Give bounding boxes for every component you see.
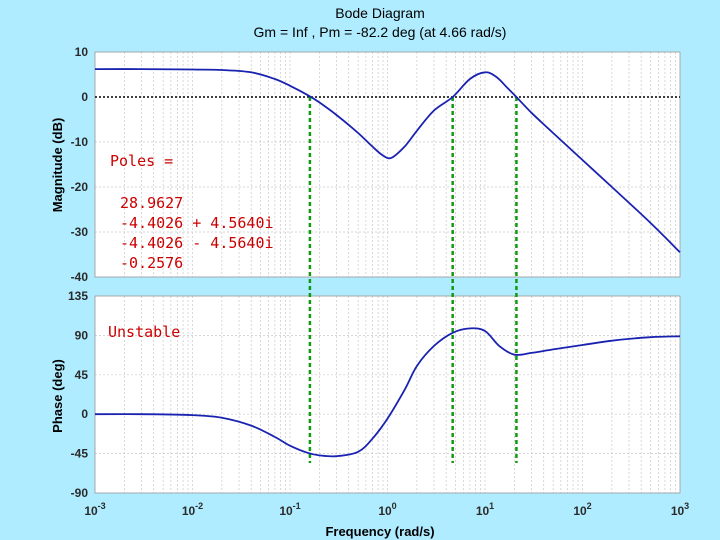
crossover-marker-layer bbox=[308, 97, 518, 463]
x-tick-label: 10-1 bbox=[279, 501, 300, 518]
chart-title: Bode Diagram bbox=[335, 5, 425, 21]
phase-y-tick-label: 90 bbox=[75, 328, 89, 342]
phase-y-tick-label: 0 bbox=[81, 407, 88, 421]
pole-value: -0.2576 bbox=[120, 254, 183, 272]
x-tick-label: 101 bbox=[476, 501, 494, 518]
x-tick-label: 10-2 bbox=[182, 501, 203, 518]
magnitude-y-tick-label: -10 bbox=[71, 135, 89, 149]
phase-curve bbox=[94, 327, 681, 458]
x-tick-label: 10-3 bbox=[84, 501, 105, 518]
pole-value: -4.4026 + 4.5640i bbox=[120, 214, 274, 232]
magnitude-y-tick-label: 0 bbox=[81, 90, 88, 104]
poles-label: Poles = bbox=[110, 152, 173, 170]
phase-y-tick-label: -45 bbox=[71, 447, 89, 461]
plot-frame bbox=[94, 295, 681, 494]
magnitude-y-tick-label: 10 bbox=[75, 45, 89, 59]
x-axis-label: Frequency (rad/s) bbox=[325, 524, 434, 539]
plot-frame bbox=[94, 51, 681, 278]
pole-value: -4.4026 - 4.5640i bbox=[120, 234, 274, 252]
phase-y-tick-label: -90 bbox=[71, 486, 89, 500]
x-tick-label: 100 bbox=[378, 501, 396, 518]
grid-layer bbox=[94, 51, 681, 494]
phase-axis-label: Phase (deg) bbox=[50, 359, 65, 433]
magnitude-y-tick-label: -40 bbox=[71, 270, 89, 284]
magnitude-curve bbox=[94, 68, 681, 253]
phase-y-tick-label: 135 bbox=[68, 289, 88, 303]
magnitude-y-tick-label: -20 bbox=[71, 180, 89, 194]
pole-value: 28.9627 bbox=[120, 194, 183, 212]
magnitude-axis-label: Magnitude (dB) bbox=[50, 118, 65, 213]
chart-subtitle: Gm = Inf , Pm = -82.2 deg (at 4.66 rad/s… bbox=[254, 24, 507, 40]
x-tick-label: 102 bbox=[573, 501, 591, 518]
magnitude-y-tick-label: -30 bbox=[71, 225, 89, 239]
stability-label: Unstable bbox=[108, 323, 180, 341]
curve-layer bbox=[94, 68, 681, 458]
phase-y-tick-label: 45 bbox=[75, 368, 89, 382]
x-tick-label: 103 bbox=[671, 501, 689, 518]
